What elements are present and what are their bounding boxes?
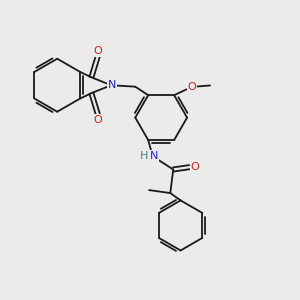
Text: O: O bbox=[94, 115, 102, 125]
Text: O: O bbox=[188, 82, 196, 92]
Text: O: O bbox=[190, 162, 199, 172]
Text: N: N bbox=[150, 151, 158, 161]
Text: O: O bbox=[94, 46, 102, 56]
Text: N: N bbox=[107, 80, 116, 90]
Text: H: H bbox=[140, 151, 148, 161]
